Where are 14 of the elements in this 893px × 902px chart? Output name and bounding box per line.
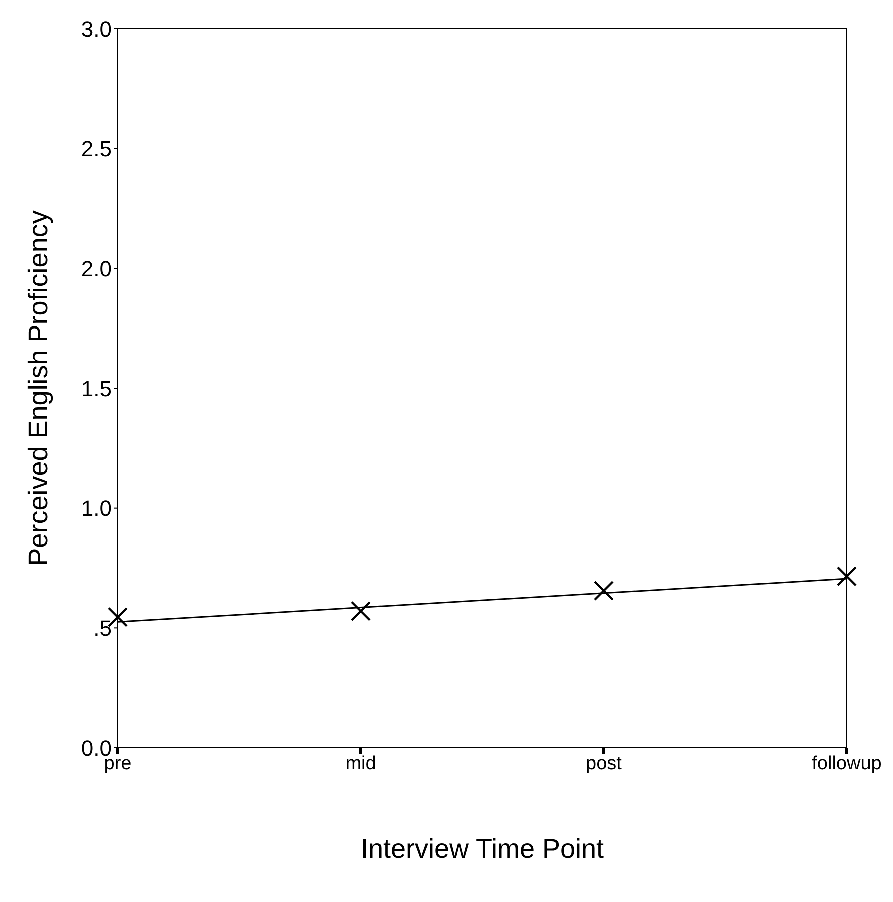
- y-tick-label: 2.5: [81, 136, 112, 162]
- x-axis-title: Interview Time Point: [360, 834, 605, 864]
- y-tick-label: .5: [94, 616, 112, 641]
- point: [594, 580, 614, 602]
- y-tick-label: 1.5: [81, 376, 112, 402]
- y-tick-label: 2.0: [81, 256, 112, 282]
- y-axis-title: Perceived English Proficiency: [24, 210, 54, 566]
- y-tick-label: 1.0: [81, 496, 112, 522]
- point: [350, 601, 372, 622]
- point: [836, 566, 858, 587]
- y-tick-label: 3.0: [81, 16, 112, 42]
- x-tick-label: mid: [346, 753, 376, 774]
- x-tick-label: post: [586, 753, 623, 774]
- x-tick-label: followup: [812, 753, 882, 774]
